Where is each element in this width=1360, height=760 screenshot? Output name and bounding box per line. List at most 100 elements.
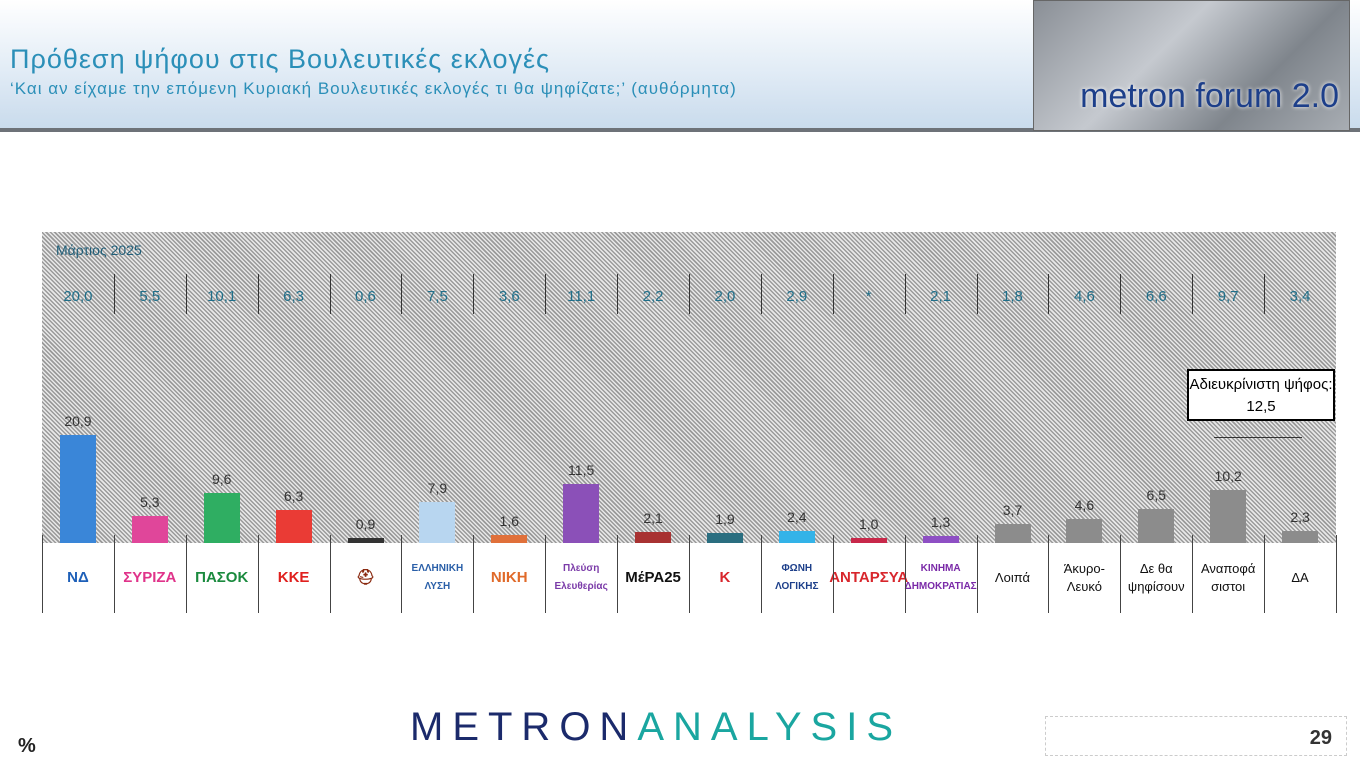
column-separator	[257, 274, 259, 314]
column-separator	[760, 274, 762, 314]
bar-value-label: 2,1	[643, 510, 663, 527]
bar-value-label: 11,5	[568, 461, 595, 478]
previous-value: 2,2	[642, 288, 664, 305]
page-number: 29	[1309, 727, 1332, 749]
bar-value-label: 5,3	[140, 493, 160, 510]
previous-value: 2,1	[930, 288, 952, 305]
page-subtitle: ‘Και αν είχαμε την επόμενη Κυριακή Βουλε…	[10, 79, 737, 98]
party-logo: ⛑	[355, 569, 375, 586]
category-label: Δε θα ψηφίσουν	[1127, 561, 1185, 594]
bar-value-label: 4,6	[1074, 497, 1095, 514]
bar	[491, 534, 528, 543]
page-title: Πρόθεση ψήφου στις Βουλευτικές εκλογές	[10, 44, 551, 74]
bar-value-label: 6,5	[1146, 487, 1166, 504]
category-labels: ΝΔ ΣΥΡΙΖΑ ΠΑΣΟΚ ΚΚΕ ⛑ ΕΛΛΗΝΙΚΗ ΛΥΣΗ ΝΙΚΗ Πλεύση…	[42, 535, 1337, 613]
bar-value-label: 9,6	[211, 471, 232, 488]
bar	[922, 536, 959, 543]
label-separator	[1192, 535, 1194, 613]
label-separator	[473, 535, 475, 613]
bar-value-label: 6,3	[283, 488, 304, 505]
label-separator	[1120, 535, 1122, 613]
column-separator	[473, 274, 475, 314]
header: Πρόθεση ψήφου στις Βουλευτικές εκλογές ‘…	[0, 0, 1360, 132]
previous-value: 3,4	[1289, 288, 1311, 305]
chart-plot-area: Μάρτιος 2025 20,0 20,9 5,5 5,3 10,1 9,6 6,3 6,3…	[42, 232, 1336, 543]
label-separator	[113, 535, 115, 613]
party-logo: ΝΙΚΗ	[490, 569, 528, 586]
column-separator	[689, 274, 690, 314]
party-logo: ΝΔ	[67, 569, 89, 586]
undecided-callout: Αδιευκρίνιστη ψήφος: 12,5	[1187, 369, 1335, 421]
column-separator	[1120, 274, 1122, 314]
label-separator	[329, 535, 331, 613]
bar	[419, 502, 456, 543]
label-separator	[617, 535, 619, 613]
bar-value-label: 0,9	[355, 516, 376, 533]
column-separator	[617, 274, 619, 314]
column-separator	[545, 274, 547, 314]
bar	[1138, 509, 1175, 543]
previous-value: 7,5	[426, 288, 448, 305]
previous-value: 0,6	[355, 288, 376, 305]
metron-analysis-logo: METRONANALYSIS	[410, 705, 903, 749]
previous-value: 10,1	[207, 288, 237, 305]
bar	[706, 533, 743, 543]
previous-value: 3,6	[498, 288, 520, 305]
previous-value: 9,7	[1217, 288, 1239, 305]
previous-period-label: Μάρτιος 2025	[56, 242, 142, 258]
bar	[275, 510, 312, 543]
previous-value: 2,0	[714, 288, 736, 305]
label-separator	[1264, 535, 1266, 613]
party-logo: K	[719, 569, 731, 586]
bar-value-label: 20,9	[64, 412, 92, 429]
category-label: Άκυρο-Λευκό	[1063, 561, 1105, 594]
party-logo: ΑΝΤΑΡΣΥΑ	[829, 569, 909, 586]
previous-value: 11,1	[567, 288, 596, 305]
column-separator	[113, 274, 115, 314]
bar	[131, 515, 168, 543]
page-number-box: 29	[1045, 716, 1347, 756]
party-logo: ΠΑΣΟΚ	[195, 569, 249, 586]
forum-logo-text: metron forum 2.0	[1080, 77, 1339, 115]
previous-value: 1,8	[1002, 288, 1023, 305]
party-logo: ΚΙΝΗΜΑ ΔΗΜΟΚΡΑΤΙΑΣ	[904, 563, 977, 592]
category-label: Αναποφά σιστοι	[1200, 561, 1256, 594]
party-logo: ΣΥΡΙΖΑ	[123, 569, 177, 586]
column-separator	[1048, 274, 1050, 314]
bar	[203, 493, 240, 543]
label-separator	[760, 535, 762, 613]
bar-value-label: 10,2	[1214, 468, 1242, 485]
party-logo: ΜέΡΑ25	[625, 569, 681, 586]
bar	[1210, 490, 1247, 543]
category-label: Λοιπά	[994, 570, 1031, 585]
label-separator	[401, 535, 403, 613]
previous-value: 20,0	[63, 288, 93, 305]
party-logo: Πλεύση Ελευθερίας	[554, 563, 608, 592]
label-separator	[976, 535, 978, 613]
category-label: ΔΑ	[1291, 570, 1309, 585]
label-separator	[1336, 535, 1337, 613]
column-separator	[401, 274, 403, 314]
unit-label: %	[18, 735, 36, 757]
label-separator	[904, 535, 906, 613]
bar	[1282, 531, 1319, 543]
bar-value-label: 1,6	[499, 512, 519, 529]
bar	[563, 483, 600, 543]
column-separator	[904, 274, 906, 314]
callout-line	[1214, 437, 1302, 438]
bar-value-label: 1,3	[930, 514, 951, 531]
label-separator	[185, 535, 187, 613]
label-separator	[257, 535, 259, 613]
bar	[994, 523, 1031, 543]
party-logo: ΕΛΛΗΝΙΚΗ ΛΥΣΗ	[411, 563, 464, 592]
bar	[635, 532, 672, 543]
bar	[347, 538, 384, 543]
previous-value: 6,6	[1145, 288, 1167, 305]
bar-value-label: 1,9	[715, 511, 735, 528]
column-separator	[329, 274, 331, 314]
label-separator	[42, 535, 43, 613]
bar-value-label: 3,7	[1002, 501, 1023, 518]
previous-value: 2,9	[786, 288, 808, 305]
previous-value: 4,6	[1073, 288, 1095, 305]
column-separator	[1192, 274, 1194, 314]
